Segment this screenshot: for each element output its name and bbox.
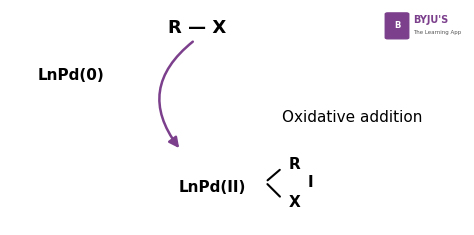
Text: LnPd(0): LnPd(0) xyxy=(37,68,104,83)
Text: I: I xyxy=(308,175,313,190)
Text: BYJU'S: BYJU'S xyxy=(413,15,449,25)
FancyBboxPatch shape xyxy=(385,13,409,39)
FancyBboxPatch shape xyxy=(385,4,467,43)
Text: B: B xyxy=(394,21,400,30)
Text: The Learning App: The Learning App xyxy=(413,30,462,35)
Text: LnPd(II): LnPd(II) xyxy=(179,180,246,196)
Text: R — X: R — X xyxy=(168,19,227,37)
Text: R: R xyxy=(289,157,301,172)
Text: X: X xyxy=(289,195,301,210)
Text: Oxidative addition: Oxidative addition xyxy=(282,110,422,125)
